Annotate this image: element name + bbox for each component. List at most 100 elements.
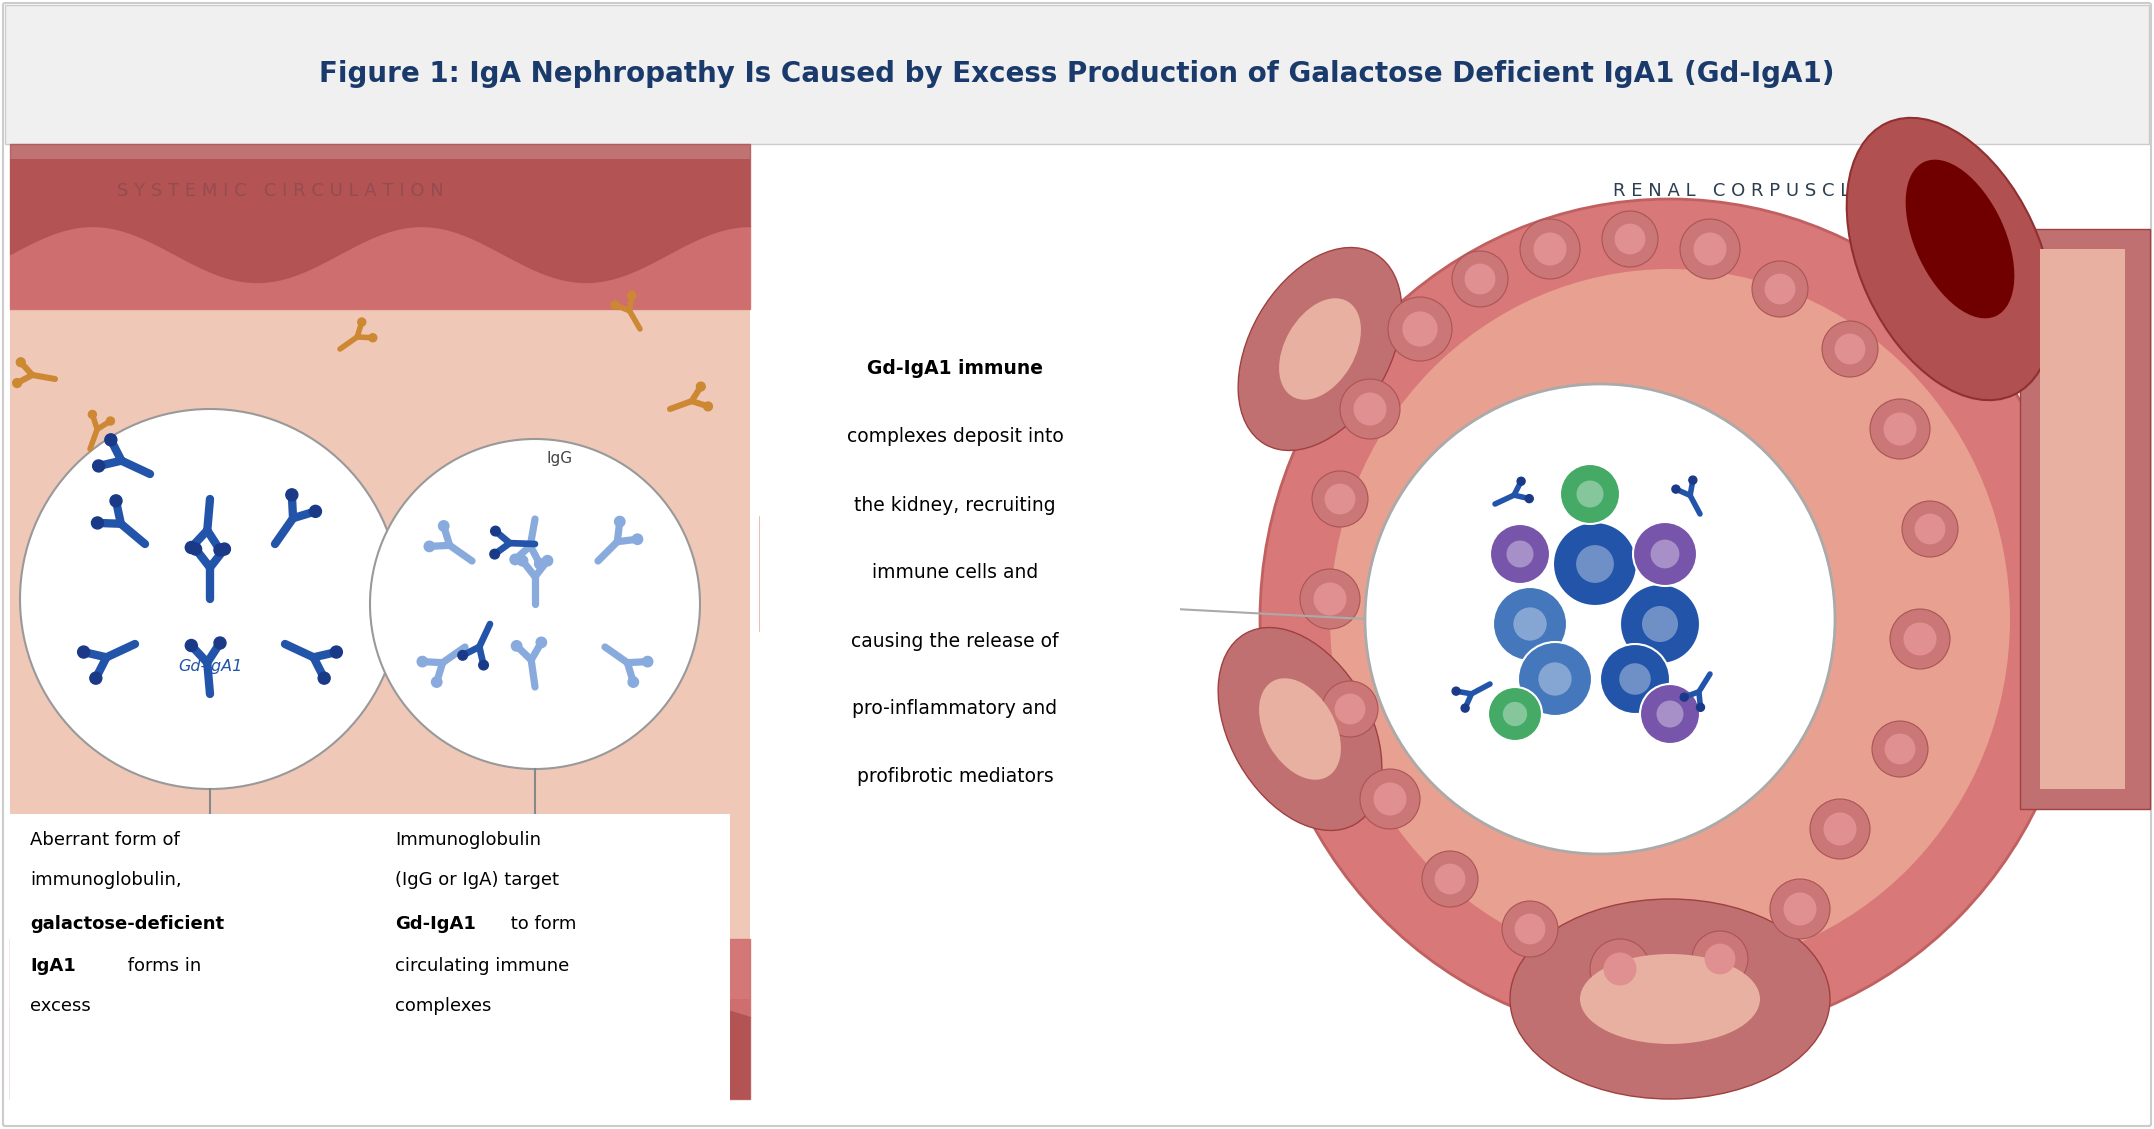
Circle shape: [1680, 219, 1740, 279]
Circle shape: [1488, 688, 1542, 741]
Circle shape: [185, 639, 198, 651]
Text: profibrotic mediators: profibrotic mediators: [857, 768, 1053, 787]
Text: circulating immune: circulating immune: [394, 957, 569, 975]
Circle shape: [1889, 609, 1949, 669]
Text: to form: to form: [504, 914, 577, 933]
Circle shape: [1603, 953, 1637, 986]
Circle shape: [1639, 684, 1700, 744]
Bar: [2040, 250, 2126, 789]
Circle shape: [1641, 606, 1678, 642]
Circle shape: [1590, 939, 1650, 999]
Circle shape: [78, 646, 90, 658]
Circle shape: [1915, 514, 1945, 544]
Circle shape: [543, 555, 554, 566]
Circle shape: [1784, 893, 1816, 926]
Circle shape: [1516, 478, 1525, 485]
Circle shape: [1600, 644, 1669, 714]
Circle shape: [424, 541, 435, 552]
Circle shape: [1885, 734, 1915, 764]
Text: Gd-IgA1 immune: Gd-IgA1 immune: [868, 359, 1043, 378]
Circle shape: [1538, 663, 1572, 695]
Circle shape: [1603, 211, 1659, 266]
Circle shape: [1387, 297, 1452, 361]
Circle shape: [1553, 522, 1637, 606]
Circle shape: [330, 646, 342, 658]
Circle shape: [478, 660, 489, 669]
Text: complexes: complexes: [394, 997, 491, 1015]
Text: excess: excess: [30, 997, 90, 1015]
Circle shape: [1366, 384, 1835, 854]
Circle shape: [633, 534, 642, 544]
Text: Immunoglobulin: Immunoglobulin: [394, 831, 541, 849]
Circle shape: [1514, 607, 1547, 640]
Ellipse shape: [1279, 298, 1361, 400]
Bar: [11, 159, 750, 309]
Circle shape: [106, 434, 116, 446]
Circle shape: [1693, 233, 1728, 265]
Circle shape: [1521, 219, 1581, 279]
Circle shape: [1514, 913, 1544, 944]
Circle shape: [370, 439, 700, 769]
Bar: [11, 814, 730, 1114]
Circle shape: [1904, 622, 1936, 656]
Bar: [4, 5, 2150, 145]
Circle shape: [110, 495, 123, 507]
Circle shape: [1751, 261, 1807, 317]
Circle shape: [1323, 681, 1379, 737]
Text: R E N A L   C O R P U S C L E: R E N A L C O R P U S C L E: [1613, 182, 1868, 200]
Text: causing the release of: causing the release of: [851, 631, 1060, 650]
Circle shape: [1340, 379, 1400, 439]
Circle shape: [310, 506, 321, 517]
Ellipse shape: [1239, 247, 1402, 450]
Circle shape: [1465, 263, 1495, 295]
Circle shape: [1771, 879, 1831, 939]
Circle shape: [629, 677, 638, 688]
Circle shape: [489, 550, 500, 559]
Text: Gd-IgA1: Gd-IgA1: [394, 914, 476, 933]
Circle shape: [1312, 471, 1368, 527]
Circle shape: [510, 640, 521, 651]
FancyBboxPatch shape: [2, 3, 2152, 1126]
Circle shape: [358, 318, 366, 326]
Text: Aberrant form of: Aberrant form of: [30, 831, 179, 849]
Text: immunoglobulin,: immunoglobulin,: [30, 870, 181, 889]
Bar: [760, 259, 1180, 879]
Circle shape: [218, 543, 230, 555]
Circle shape: [627, 291, 635, 299]
Text: pro-inflammatory and: pro-inflammatory and: [853, 700, 1058, 718]
Ellipse shape: [1219, 628, 1383, 831]
Circle shape: [185, 542, 198, 553]
Circle shape: [1503, 702, 1527, 726]
Circle shape: [642, 656, 653, 667]
Circle shape: [1402, 312, 1437, 347]
Circle shape: [1902, 501, 1958, 557]
Circle shape: [1824, 813, 1857, 846]
Circle shape: [1809, 799, 1870, 859]
Circle shape: [368, 334, 377, 342]
Circle shape: [1693, 931, 1749, 987]
Circle shape: [1620, 584, 1700, 664]
Circle shape: [319, 672, 330, 684]
Circle shape: [510, 554, 521, 564]
Text: forms in: forms in: [123, 957, 200, 975]
Circle shape: [1422, 851, 1478, 907]
Circle shape: [88, 411, 97, 419]
Circle shape: [614, 516, 625, 527]
Circle shape: [1680, 693, 1689, 701]
Circle shape: [13, 378, 22, 387]
Circle shape: [17, 358, 26, 367]
Circle shape: [517, 555, 528, 566]
Circle shape: [1835, 333, 1865, 365]
Circle shape: [1452, 251, 1508, 307]
Circle shape: [536, 637, 547, 648]
Circle shape: [418, 656, 429, 667]
Ellipse shape: [1846, 117, 2053, 400]
Text: S Y S T E M I C   C I R C U L A T I O N: S Y S T E M I C C I R C U L A T I O N: [116, 182, 444, 200]
Circle shape: [1374, 782, 1407, 815]
Text: IgA1: IgA1: [30, 957, 75, 975]
Circle shape: [1325, 483, 1355, 515]
Circle shape: [190, 543, 202, 555]
Circle shape: [1335, 693, 1366, 725]
Ellipse shape: [1906, 159, 2014, 318]
Circle shape: [1616, 224, 1646, 254]
